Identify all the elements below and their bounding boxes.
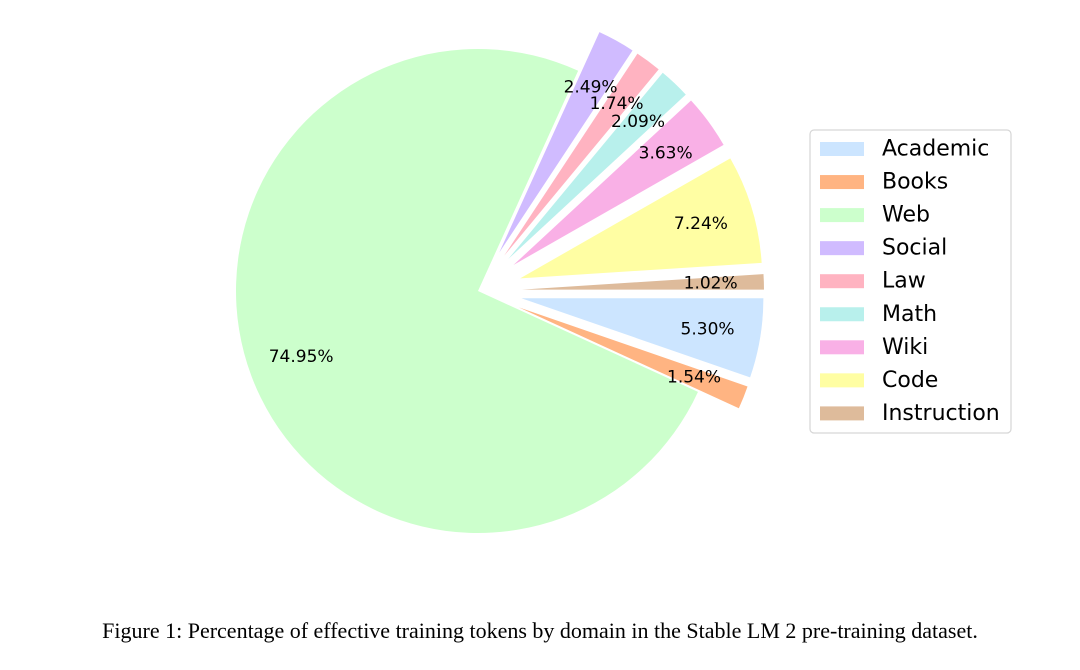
legend-swatch-math xyxy=(820,307,864,322)
legend-label-law: Law xyxy=(882,269,926,294)
slice-label-web: 74.95% xyxy=(269,347,334,367)
legend-swatch-social xyxy=(820,241,864,256)
slice-label-social: 2.49% xyxy=(564,77,618,97)
legend-swatch-wiki xyxy=(820,340,864,355)
legend: Academic Books Web Social Law Math Wiki Code Ins… xyxy=(809,129,1012,434)
slice-label-academic: 5.30% xyxy=(681,320,735,340)
legend-swatch-web xyxy=(820,208,864,223)
legend-frame xyxy=(809,129,1012,434)
pie-slice-instruction xyxy=(521,274,764,290)
pie-slice-books xyxy=(518,307,748,409)
slice-label-law: 1.74% xyxy=(590,94,644,114)
legend-label-academic: Academic xyxy=(882,137,989,162)
pie-slice-code xyxy=(520,158,762,279)
slice-label-code: 7.24% xyxy=(674,214,728,234)
legend-label-code: Code xyxy=(882,368,938,393)
legend-swatch-academic xyxy=(820,142,864,156)
pie-slice-law xyxy=(504,53,659,256)
legend-swatch-law xyxy=(820,274,864,289)
pie-slice-academic xyxy=(521,298,764,378)
slice-label-books: 1.54% xyxy=(667,368,721,388)
pie-labels: 5.30% 1.54% 74.95% 2.49%1.74%2.09% 3.63% 7.24… xyxy=(269,77,738,387)
pie-chart: 5.30% 1.54% 74.95% 2.49%1.74%2.09% 3.63% 7.24… xyxy=(235,32,1012,533)
legend-label-books: Books xyxy=(882,170,948,195)
legend-label-math: Math xyxy=(882,302,937,327)
pie-slice-math xyxy=(508,72,686,260)
legend-label-wiki: Wiki xyxy=(882,335,928,360)
legend-swatch-books xyxy=(820,175,864,190)
pie-slice-wiki xyxy=(513,100,724,265)
legend-label-instruction: Instruction xyxy=(882,401,1000,426)
slice-label-math: 2.09% xyxy=(611,112,665,132)
legend-label-web: Web xyxy=(882,203,930,228)
slice-label-wiki: 3.63% xyxy=(639,143,693,163)
pie-slices xyxy=(235,32,764,533)
legend-swatch-code xyxy=(820,373,864,388)
legend-label-social: Social xyxy=(882,236,947,261)
slice-label-instruction: 1.02% xyxy=(684,274,738,294)
figure-caption: Figure 1: Percentage of effective traini… xyxy=(102,618,978,643)
pie-slice-social xyxy=(499,32,633,253)
legend-swatch-instruction xyxy=(820,406,864,421)
pie-slice-web xyxy=(235,48,698,533)
legend-items: Academic Books Web Social Law Math Wiki Code Ins… xyxy=(820,137,1000,426)
